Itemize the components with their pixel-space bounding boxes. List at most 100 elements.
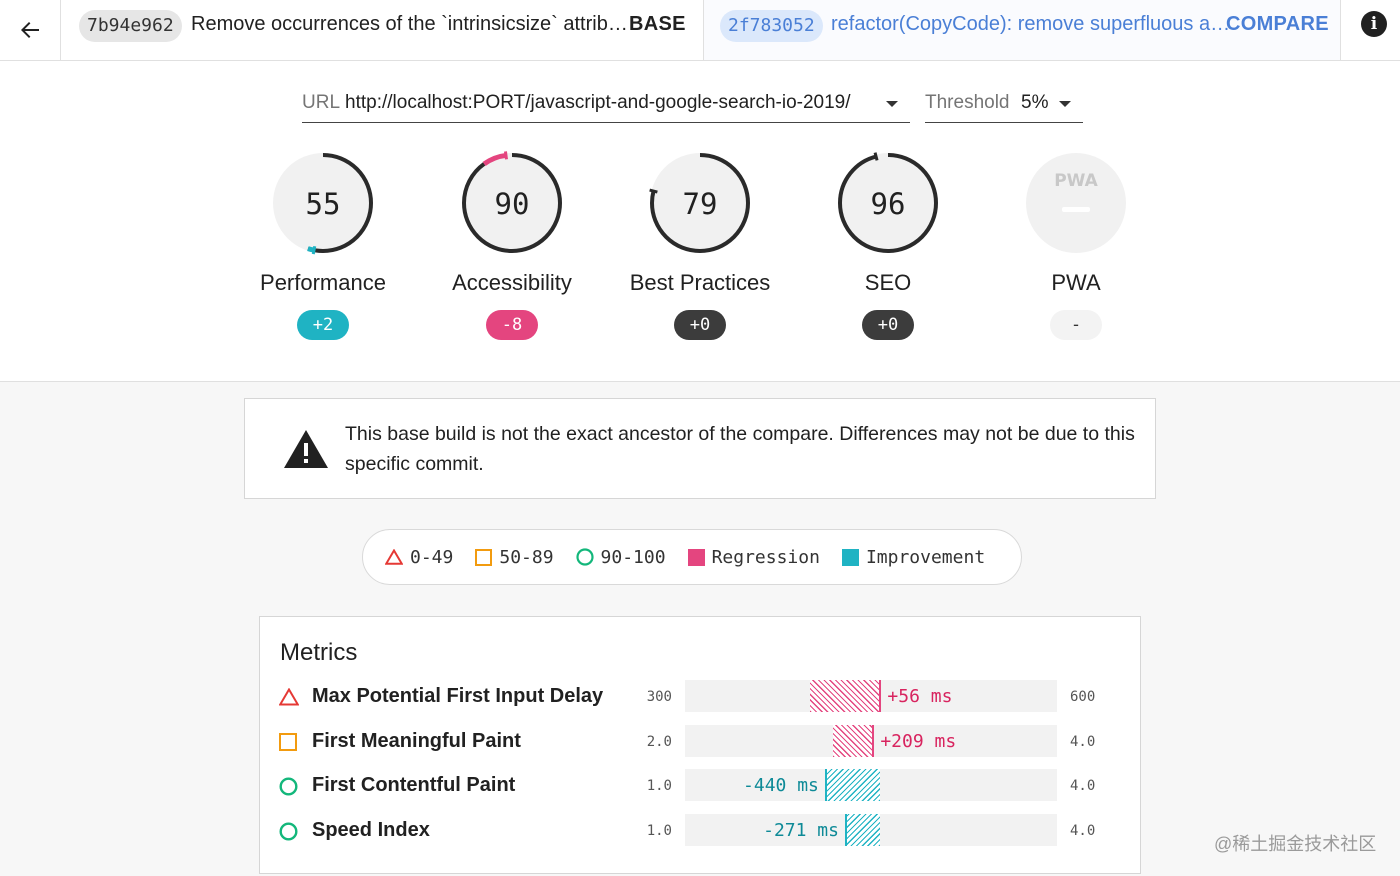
metric-row[interactable]: First Contentful Paint 1.0 -440 ms 4.0 bbox=[260, 769, 1142, 803]
regression-swatch-icon bbox=[687, 548, 705, 566]
threshold-value: 5% bbox=[1021, 92, 1049, 113]
pwa-dash bbox=[1062, 207, 1090, 212]
gauge-pwa[interactable]: PWA PWA - bbox=[981, 150, 1171, 340]
threshold-caret-icon bbox=[1059, 101, 1071, 107]
legend: 0-49 50-89 90-100 Regression Improvement bbox=[362, 529, 1022, 585]
gauge-prev-tick bbox=[873, 152, 879, 161]
warning-text: This base build is not the exact ancesto… bbox=[345, 423, 1135, 475]
warning-icon bbox=[284, 430, 328, 468]
metric-range-min: 300 bbox=[646, 689, 672, 705]
url-value: http://localhost:PORT/javascript-and-goo… bbox=[345, 92, 851, 113]
gauge-ring: 79 bbox=[649, 153, 750, 253]
score-delta-badge: +0 bbox=[862, 310, 914, 340]
base-tag: BASE bbox=[629, 13, 686, 35]
metric-delta-bar bbox=[809, 680, 882, 712]
compare-commit-hash: 2f783052 bbox=[720, 10, 823, 42]
gauge-label: PWA bbox=[1051, 270, 1101, 295]
base-commit-message: Remove occurrences of the `intrinsicsize… bbox=[191, 13, 628, 35]
metric-range-max: 600 bbox=[1070, 689, 1096, 705]
metric-row[interactable]: Speed Index 1.0 -271 ms 4.0 bbox=[260, 814, 1142, 848]
gauge-label: Accessibility bbox=[452, 270, 572, 295]
metric-range-min: 1.0 bbox=[646, 823, 672, 839]
metric-delta-text: -271 ms bbox=[763, 820, 839, 841]
gauge-best-practices[interactable]: 79 Best Practices +0 bbox=[605, 150, 795, 340]
score-delta-badge: +0 bbox=[674, 310, 726, 340]
metric-range-min: 1.0 bbox=[646, 778, 672, 794]
metric-track: +209 ms bbox=[685, 725, 1057, 757]
gauge-performance[interactable]: 55 Performance +2 bbox=[228, 150, 418, 340]
gauge-label: SEO bbox=[864, 270, 912, 295]
gauge-score: 96 bbox=[871, 187, 906, 221]
compare-commit-message: refactor(CopyCode): remove superfluous a… bbox=[831, 13, 1231, 35]
legend-improvement: Improvement bbox=[841, 546, 986, 568]
legend-regression-label: Regression bbox=[711, 546, 820, 568]
top-bar: 7b94e962 Remove occurrences of the `intr… bbox=[0, 0, 1400, 61]
score-delta-badge: +2 bbox=[297, 310, 349, 340]
compare-tag: COMPARE bbox=[1226, 13, 1329, 35]
metric-delta-text: +209 ms bbox=[880, 731, 957, 752]
gauge-ring: 55 bbox=[272, 152, 374, 255]
metrics-title: Metrics bbox=[280, 639, 358, 666]
metric-track: -271 ms bbox=[685, 814, 1057, 846]
improvement-swatch-icon bbox=[841, 548, 859, 566]
threshold-label: Threshold bbox=[925, 92, 1010, 113]
metrics-card: Metrics Max Potential First Input Delay 3… bbox=[259, 616, 1141, 874]
metric-delta-bar bbox=[833, 725, 875, 757]
metric-delta-bar bbox=[824, 769, 880, 801]
legend-average: 50-89 bbox=[475, 546, 554, 568]
legend-improvement-label: Improvement bbox=[865, 546, 986, 568]
metric-range-max: 4.0 bbox=[1070, 734, 1096, 750]
metric-row[interactable]: First Meaningful Paint 2.0 +209 ms 4.0 bbox=[260, 725, 1142, 759]
url-selector[interactable]: URL http://localhost:PORT/javascript-and… bbox=[302, 88, 910, 123]
metric-delta-text: +56 ms bbox=[887, 686, 953, 707]
gauge-prev-tick bbox=[311, 245, 317, 255]
gauge-label: Performance bbox=[260, 270, 386, 295]
metric-delta-bar bbox=[844, 814, 880, 846]
gauge-arc bbox=[838, 153, 938, 253]
gauge-prev-tick bbox=[503, 151, 508, 160]
base-commit-hash: 7b94e962 bbox=[79, 10, 182, 42]
gauge-arc bbox=[273, 153, 373, 253]
metric-name: Speed Index bbox=[312, 819, 430, 841]
watermark: @稀土掘金技术社区 bbox=[1214, 834, 1377, 854]
metric-delta-text: -440 ms bbox=[743, 775, 819, 796]
score-delta-badge: -8 bbox=[486, 310, 538, 340]
gauge-prev-tick bbox=[649, 188, 658, 194]
url-caret-icon bbox=[886, 101, 898, 107]
info-icon[interactable]: i bbox=[1361, 11, 1387, 37]
legend-average-label: 50-89 bbox=[499, 546, 554, 568]
metric-track: +56 ms bbox=[685, 680, 1057, 712]
gauge-ring: PWA bbox=[1026, 153, 1126, 253]
pwa-badge-icon: PWA bbox=[1054, 171, 1098, 191]
gauge-seo[interactable]: 96 SEO +0 bbox=[793, 150, 983, 340]
gauge-ring: 96 bbox=[838, 152, 938, 253]
metric-range-max: 4.0 bbox=[1070, 823, 1096, 839]
metric-range-min: 2.0 bbox=[646, 734, 672, 750]
score-delta-badge: - bbox=[1050, 310, 1102, 340]
gauge-ring: 90 bbox=[461, 151, 563, 254]
gauge-score: 55 bbox=[306, 187, 341, 221]
circle-icon bbox=[279, 777, 298, 801]
gauge-accessibility[interactable]: 90 Accessibility -8 bbox=[417, 150, 607, 340]
circle-icon bbox=[279, 822, 298, 846]
metric-row[interactable]: Max Potential First Input Delay 300 +56 ms… bbox=[260, 680, 1142, 714]
legend-regression: Regression bbox=[687, 546, 820, 568]
threshold-selector[interactable]: Threshold 5% bbox=[925, 88, 1083, 123]
ancestor-warning: This base build is not the exact ancesto… bbox=[244, 398, 1156, 499]
back-button[interactable] bbox=[0, 0, 61, 60]
base-commit-selector[interactable] bbox=[61, 0, 704, 60]
triangle-icon bbox=[385, 549, 403, 565]
circle-icon bbox=[575, 548, 594, 566]
square-icon bbox=[279, 733, 297, 756]
gauge-arc bbox=[462, 153, 562, 253]
metric-name: Max Potential First Input Delay bbox=[312, 685, 604, 707]
legend-pass-label: 90-100 bbox=[600, 546, 666, 568]
metric-name: First Meaningful Paint bbox=[312, 730, 521, 752]
metric-name: First Contentful Paint bbox=[312, 774, 516, 796]
legend-fail-label: 0-49 bbox=[410, 546, 454, 568]
legend-fail: 0-49 bbox=[385, 547, 453, 568]
metric-track: -440 ms bbox=[685, 769, 1057, 801]
gauge-arc bbox=[650, 153, 750, 253]
url-label: URL bbox=[302, 92, 341, 113]
metric-range-max: 4.0 bbox=[1070, 778, 1096, 794]
